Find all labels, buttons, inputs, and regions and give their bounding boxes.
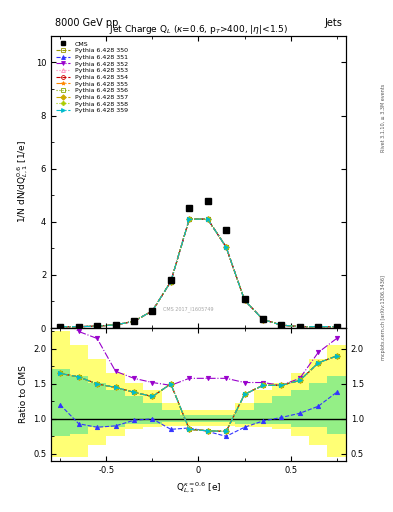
Legend: CMS, Pythia 6.428 350, Pythia 6.428 351, Pythia 6.428 352, Pythia 6.428 353, Pyt: CMS, Pythia 6.428 350, Pythia 6.428 351,… [54,39,130,115]
Text: Jets: Jets [324,18,342,28]
Y-axis label: 1/N dN/dQ$_{L,1}^{0.6}$ [1/e]: 1/N dN/dQ$_{L,1}^{0.6}$ [1/e] [15,140,30,223]
Text: Rivet 3.1.10, ≥ 3.3M events: Rivet 3.1.10, ≥ 3.3M events [381,83,386,152]
Y-axis label: Ratio to CMS: Ratio to CMS [18,366,28,423]
Title: Jet Charge Q$_L$ ($\kappa$=0.6, p$_T$>400, |$\eta$|<1.5): Jet Charge Q$_L$ ($\kappa$=0.6, p$_T$>40… [109,23,288,36]
Text: 8000 GeV pp: 8000 GeV pp [55,18,118,28]
X-axis label: Q$_{L,1}^{\kappa=0.6}$ [e]: Q$_{L,1}^{\kappa=0.6}$ [e] [176,480,221,495]
Text: CMS 2017_I1605749: CMS 2017_I1605749 [163,307,213,312]
Text: mcplots.cern.ch [arXiv:1306.3436]: mcplots.cern.ch [arXiv:1306.3436] [381,275,386,360]
